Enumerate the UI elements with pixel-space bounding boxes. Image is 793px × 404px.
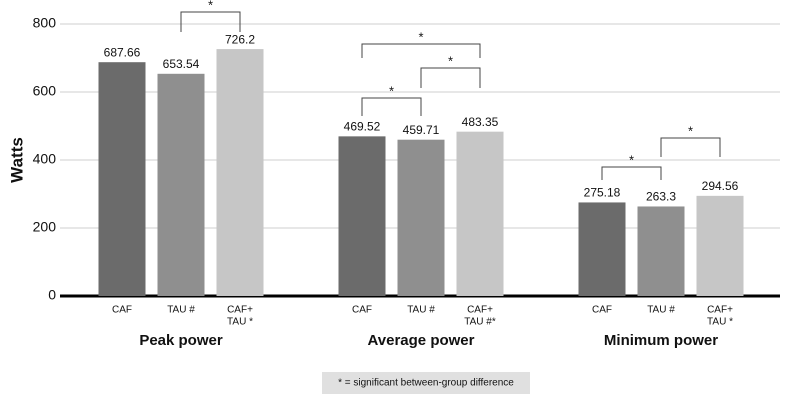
significance-mark: *: [448, 53, 453, 68]
y-tick-label: 600: [33, 83, 57, 99]
bar: [456, 131, 504, 296]
note-box: [322, 372, 530, 394]
note: * = significant between-group difference: [338, 378, 514, 389]
bar: [98, 62, 146, 296]
bar: [578, 202, 626, 296]
bar: [696, 195, 744, 296]
bar: [216, 49, 264, 297]
category-label: TAU #: [647, 305, 675, 316]
value-label: 653.54: [163, 57, 200, 71]
bar: [397, 139, 445, 296]
y-tick-label: 400: [33, 151, 57, 167]
category-label: CAF+: [467, 305, 493, 316]
category-label: TAU #: [407, 305, 435, 316]
category-label: CAF: [112, 305, 132, 316]
category-label: TAU #: [167, 305, 195, 316]
y-tick-label: 800: [33, 15, 57, 31]
category-label: CAF+: [227, 305, 253, 316]
category-label: CAF: [352, 305, 372, 316]
significance-mark: *: [688, 123, 693, 138]
value-label: 459.71: [403, 123, 440, 137]
y-tick-label: 200: [33, 219, 57, 235]
value-label: 263.3: [646, 190, 676, 204]
value-label: 483.35: [462, 115, 499, 129]
significance-bracket: [420, 67, 481, 88]
bar: [338, 136, 386, 296]
significance-bracket: [601, 166, 662, 180]
y-axis-label: Watts: [7, 137, 26, 183]
significance-mark: *: [418, 29, 423, 44]
significance-bracket: [361, 43, 481, 58]
category-label: TAU #*: [464, 317, 496, 328]
group-label: Minimum power: [604, 332, 718, 349]
category-label: CAF: [592, 305, 612, 316]
significance-mark: *: [629, 152, 634, 167]
category-label: TAU *: [227, 317, 253, 328]
significance-mark: *: [208, 0, 213, 12]
value-label: 687.66: [104, 45, 141, 59]
value-label: 294.56: [702, 179, 739, 193]
bar: [157, 73, 205, 296]
category-label: CAF+: [707, 305, 733, 316]
value-label: 469.52: [344, 120, 381, 134]
group-label: Peak power: [139, 332, 223, 349]
y-tick-label: 0: [48, 287, 56, 303]
significance-bracket: [660, 137, 721, 157]
bar: [637, 206, 685, 296]
group-label: Average power: [368, 332, 475, 349]
value-label: 726.2: [225, 32, 255, 46]
value-label: 275.18: [584, 186, 621, 200]
significance-mark: *: [389, 83, 394, 98]
significance-bracket: [361, 97, 422, 116]
category-label: TAU *: [707, 317, 733, 328]
significance-bracket: [180, 11, 241, 32]
